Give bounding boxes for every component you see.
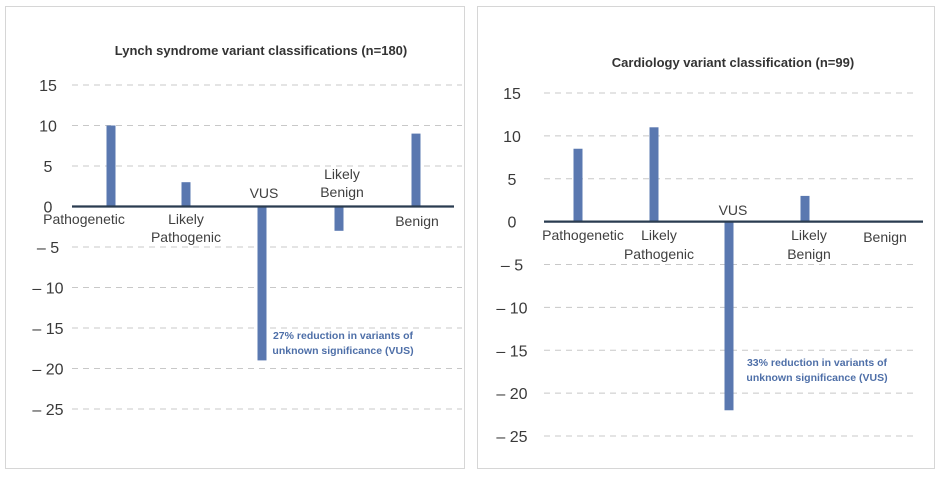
category-label-benign: Benign [395,213,439,229]
y-tick-label: – 25 [32,402,63,419]
y-tick-label: – 25 [496,429,527,446]
cardiology-chart-svg: Cardiology variant classification (n=99)… [496,55,923,446]
category-label-benign: Benign [863,229,907,245]
category-label-likely-benign: Likely [791,227,827,243]
category-label-likely-pathogenic: Pathogenic [151,229,221,245]
category-label-likely-pathogenic: Likely [168,211,204,227]
y-tick-label: – 5 [501,258,523,275]
bar-benign [411,133,421,207]
y-tick-label: – 15 [496,343,527,360]
bar-likely-benign [334,206,344,231]
y-tick-label: – 10 [496,300,527,317]
chart-title: Cardiology variant classification (n=99) [612,55,854,70]
y-tick-label: – 10 [32,281,63,298]
bar-pathogenetic [573,148,583,222]
lynch-chart-svg: Lynch syndrome variant classifications (… [32,43,462,419]
category-label-pathogenetic: Pathogenetic [43,211,125,227]
category-label-likely-benign: Likely [324,166,360,182]
category-label-pathogenetic: Pathogenetic [542,227,624,243]
y-tick-label: – 15 [32,321,63,338]
vus-annotation: unknown significance (VUS) [746,372,887,384]
category-label-likely-benign: Benign [320,184,364,200]
category-label-vus: VUS [719,202,748,218]
y-tick-label: 0 [44,200,53,217]
y-tick-label: – 5 [37,240,59,257]
y-tick-label: 15 [39,78,57,95]
category-label-likely-pathogenic: Likely [641,227,677,243]
y-tick-label: 0 [508,215,517,232]
y-tick-label: 10 [39,119,57,136]
bar-likely-pathogenic [181,182,191,207]
cardiology-chart-panel: Cardiology variant classification (n=99)… [477,6,935,469]
y-tick-label: 10 [503,129,521,146]
vus-annotation: unknown significance (VUS) [272,345,413,357]
lynch-chart-panel: Lynch syndrome variant classifications (… [5,6,465,469]
vus-annotation: 27% reduction in variants of [273,330,414,342]
bar-likely-pathogenic [649,127,659,222]
bar-likely-benign [800,195,810,222]
y-tick-label: 5 [44,159,53,176]
y-tick-label: – 20 [496,386,527,403]
category-label-likely-pathogenic: Pathogenic [624,246,694,262]
bar-vus [724,221,734,411]
bar-pathogenetic [106,125,116,207]
vus-annotation: 33% reduction in variants of [747,357,888,369]
bar-vus [257,206,267,361]
y-tick-label: 15 [503,86,521,103]
category-label-vus: VUS [250,185,279,201]
category-label-likely-benign: Benign [787,246,831,262]
y-tick-label: – 20 [32,362,63,379]
y-tick-label: 5 [508,172,517,189]
chart-title: Lynch syndrome variant classifications (… [115,43,408,58]
